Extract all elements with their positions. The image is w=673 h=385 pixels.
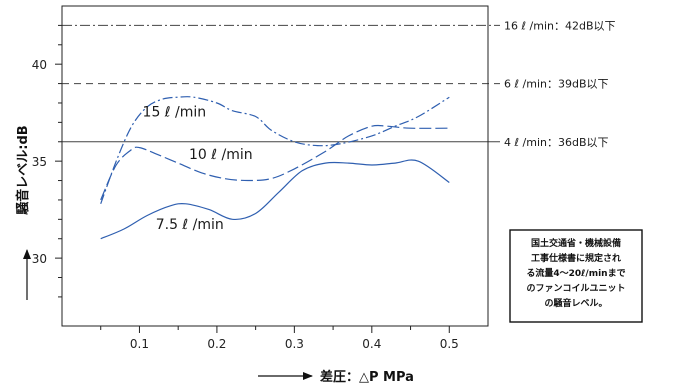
- reference-line-label-1: 16 ℓ /min：42dB以下: [504, 19, 616, 32]
- series-line-1: [100, 96, 450, 205]
- curve-labels: 15 ℓ /min 10 ℓ /min 7.5 ℓ /min: [143, 105, 253, 233]
- x-tick-label: 0.1: [130, 337, 149, 351]
- note-line-3: る流量4～20ℓ/minまで: [526, 267, 625, 279]
- x-axis-ticks: 0.1 0.2 0.3 0.4 0.5: [100, 326, 459, 351]
- note-box: [509, 229, 643, 323]
- series-line-2: [100, 124, 450, 201]
- x-tick-label: 0.3: [285, 337, 304, 351]
- reference-line-label-3: 4 ℓ /min：36dB以下: [504, 136, 609, 149]
- curve-label-3: 7.5 ℓ /min: [156, 217, 224, 233]
- x-tick-label: 0.2: [207, 337, 226, 351]
- y-axis-title: 騒音レベル:dB: [15, 125, 31, 215]
- reference-line-labels: 16 ℓ /min：42dB以下 6 ℓ /min：39dB以下 4 ℓ /min：…: [504, 19, 616, 148]
- x-tick-label: 0.5: [440, 337, 459, 351]
- y-tick-label: 30: [32, 252, 47, 266]
- reference-lines: [62, 24, 500, 143]
- note-line-5: の騒音レベル。: [544, 297, 607, 309]
- curve-label-1: 15 ℓ /min: [143, 105, 207, 121]
- note-line-4: のファンコイルユニット: [526, 283, 625, 294]
- curve-label-2: 10 ℓ /min: [189, 147, 253, 163]
- plot-frame: [61, 5, 489, 327]
- note-line-1: 国土交通省・機械設備: [531, 237, 621, 249]
- reference-line-label-2: 6 ℓ /min：39dB以下: [504, 78, 609, 91]
- series-line-3: [100, 159, 450, 240]
- series-lines: [100, 96, 450, 240]
- note-text-lines: 国土交通省・機械設備工事仕様書に規定される流量4～20ℓ/minまでのファンコイ…: [526, 237, 625, 309]
- y-tick-label: 35: [32, 155, 47, 169]
- y-axis-ticks: 30 35 40: [32, 24, 62, 298]
- note-line-2: 工事仕様書に規定され: [531, 252, 621, 264]
- x-tick-label: 0.4: [362, 337, 381, 351]
- y-tick-label: 40: [32, 58, 47, 72]
- x-axis-title: 差圧：△P MPa: [320, 369, 414, 385]
